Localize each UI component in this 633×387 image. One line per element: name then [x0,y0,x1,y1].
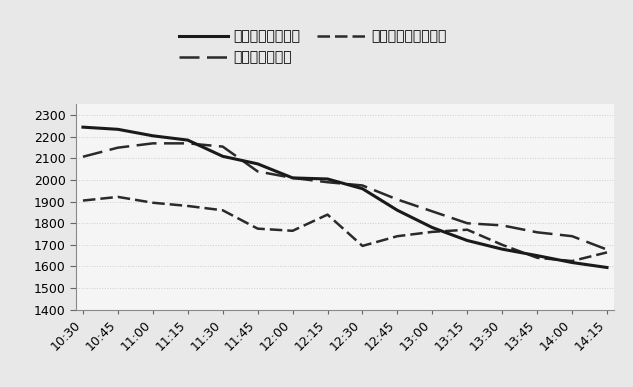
新能源超短期预测 [149,134,156,138]
Line: 新能源日前计划: 新能源日前计划 [83,143,607,250]
新能源日前计划 [219,144,227,149]
新能源超短期预测 [359,187,367,191]
新能源日内滚动计划 [323,212,331,217]
新能源日内滚动计划 [289,228,296,233]
新能源超短期预测 [568,260,576,265]
新能源日前计划 [254,169,261,174]
新能源日内滚动计划 [603,250,611,255]
新能源日前计划 [394,197,401,202]
新能源超短期预测 [219,154,227,159]
新能源日内滚动计划 [79,198,87,203]
新能源日内滚动计划 [184,204,192,208]
新能源日前计划 [149,141,156,146]
新能源日内滚动计划 [219,208,227,212]
新能源日内滚动计划 [359,243,367,248]
新能源日前计划 [534,230,541,235]
新能源日内滚动计划 [254,226,261,231]
新能源超短期预测 [114,127,122,132]
新能源超短期预测 [289,176,296,180]
新能源日前计划 [359,183,367,188]
新能源日前计划 [429,209,436,214]
新能源日前计划 [184,141,192,146]
新能源日内滚动计划 [114,195,122,199]
新能源超短期预测 [184,138,192,142]
新能源日内滚动计划 [463,228,471,232]
新能源日前计划 [323,180,331,185]
新能源日前计划 [603,247,611,252]
新能源日内滚动计划 [394,234,401,238]
新能源超短期预测 [394,208,401,212]
新能源日内滚动计划 [149,200,156,205]
新能源日前计划 [79,154,87,159]
新能源日前计划 [114,146,122,150]
新能源超短期预测 [79,125,87,130]
新能源超短期预测 [603,265,611,270]
新能源超短期预测 [323,176,331,181]
新能源日前计划 [498,223,506,228]
新能源超短期预测 [534,253,541,258]
新能源超短期预测 [254,161,261,166]
Legend: 新能源超短期预测, 新能源日前计划, 新能源日内滚动计划: 新能源超短期预测, 新能源日前计划, 新能源日内滚动计划 [175,25,451,68]
新能源超短期预测 [463,238,471,243]
Line: 新能源超短期预测: 新能源超短期预测 [83,127,607,267]
新能源日内滚动计划 [568,259,576,263]
新能源日前计划 [289,176,296,180]
Line: 新能源日内滚动计划: 新能源日内滚动计划 [83,197,607,261]
新能源超短期预测 [429,225,436,230]
新能源日前计划 [568,234,576,238]
新能源超短期预测 [498,247,506,252]
新能源日内滚动计划 [534,255,541,260]
新能源日内滚动计划 [498,243,506,247]
新能源日内滚动计划 [429,229,436,234]
新能源日前计划 [463,221,471,226]
